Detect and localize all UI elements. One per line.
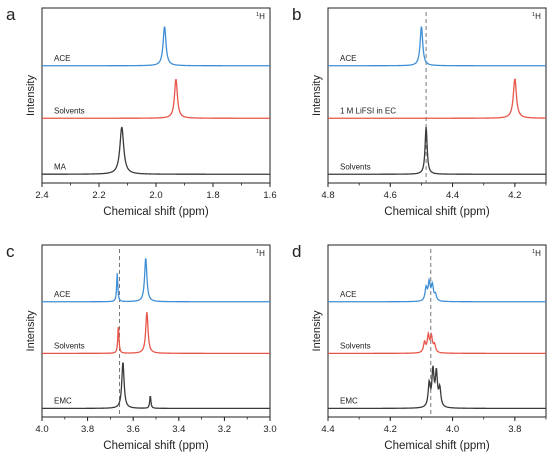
x-tick-label: 4.2 xyxy=(384,424,397,435)
series-label: Solvents xyxy=(340,162,371,171)
series-label: ACE xyxy=(54,54,70,63)
x-tick-label: 3.4 xyxy=(172,424,185,435)
panel-b: b 1H Intensity 4.8 4.6 4.4 4.2 Chemical shift (… xyxy=(292,5,547,218)
nucleus-mass-number: 1 xyxy=(256,12,259,18)
nucleus-label: 1H xyxy=(532,12,541,21)
panel-c: c 1H Intensity 4.0 3.8 3.6 3.4 3.2 3.0 Chemical s… xyxy=(6,242,277,452)
x-axis-label: Chemical shift (ppm) xyxy=(384,440,490,452)
panel-label: a xyxy=(6,5,16,24)
x-axis-label: Chemical shift (ppm) xyxy=(103,440,209,452)
plot-frame xyxy=(327,7,547,184)
series-label: Solvents xyxy=(54,341,85,350)
panel-a: a 1H Intensity 2.4 2.2 2.0 1.8 1.6 Chemical shif… xyxy=(6,5,277,218)
series-label: Solvents xyxy=(340,341,371,350)
spectrum-2 xyxy=(42,362,270,410)
spectrum-0 xyxy=(42,26,270,67)
panel-label: b xyxy=(292,5,301,24)
spectrum-0 xyxy=(328,277,546,303)
x-tick-label: 4.4 xyxy=(321,424,334,435)
series-label: ACE xyxy=(340,54,356,63)
x-tick-label: 4.0 xyxy=(35,424,48,435)
x-tick-label: 4.6 xyxy=(384,190,397,201)
y-axis-label: Intensity xyxy=(311,310,323,351)
series-label: ACE xyxy=(54,290,70,299)
panel-label: d xyxy=(292,242,301,261)
nucleus-symbol: H xyxy=(259,12,265,21)
x-tick-label: 2.4 xyxy=(35,190,48,201)
y-axis-label: Intensity xyxy=(311,75,323,116)
nucleus-mass-number: 1 xyxy=(532,249,535,255)
spectrum-0 xyxy=(328,26,546,67)
spectrum-1 xyxy=(328,78,547,119)
x-tick-label: 3.0 xyxy=(263,424,276,435)
nucleus-symbol: H xyxy=(259,249,265,258)
panel-d: d 1H Intensity 4.4 4.2 4.0 3.8 Chemical shift (… xyxy=(292,242,547,452)
series-label: MA xyxy=(54,162,67,171)
series-label: Solvents xyxy=(54,106,85,115)
spectrum-0 xyxy=(42,258,270,303)
nucleus-mass-number: 1 xyxy=(256,249,259,255)
nucleus-label: 1H xyxy=(256,249,265,258)
nucleus-mass-number: 1 xyxy=(532,12,535,18)
x-tick-label: 4.0 xyxy=(446,424,459,435)
x-tick-label: 4.8 xyxy=(321,190,334,201)
plot-frame xyxy=(327,244,547,418)
x-tick-label: 4.2 xyxy=(508,190,521,201)
plot-frame xyxy=(41,7,271,184)
x-axis-label: Chemical shift (ppm) xyxy=(103,206,209,218)
spectrum-2 xyxy=(42,126,270,175)
series-label: 1 M LiFSI in EC xyxy=(340,106,396,115)
x-tick-label: 2.0 xyxy=(149,190,162,201)
y-axis-label: Intensity xyxy=(25,310,37,351)
x-tick-label: 3.6 xyxy=(127,424,140,435)
spectrum-2 xyxy=(328,126,546,175)
x-tick-label: 3.2 xyxy=(218,424,231,435)
spectrum-2 xyxy=(328,365,546,410)
x-axis-label: Chemical shift (ppm) xyxy=(384,206,490,218)
series-label: ACE xyxy=(340,290,356,299)
series-label: EMC xyxy=(54,396,72,405)
panel-label: c xyxy=(6,242,15,261)
nucleus-symbol: H xyxy=(535,12,541,21)
nucleus-label: 1H xyxy=(532,249,541,258)
x-tick-label: 2.2 xyxy=(92,190,105,201)
plot-frame xyxy=(41,244,271,418)
spectrum-1 xyxy=(42,311,270,354)
nucleus-symbol: H xyxy=(535,249,541,258)
spectrum-1 xyxy=(328,330,546,354)
x-tick-label: 3.8 xyxy=(81,424,94,435)
y-axis-label: Intensity xyxy=(25,75,37,116)
series-label: EMC xyxy=(340,396,358,405)
x-tick-label: 4.4 xyxy=(446,190,459,201)
x-tick-label: 1.8 xyxy=(206,190,219,201)
spectrum-1 xyxy=(42,78,270,119)
x-tick-label: 3.8 xyxy=(508,424,521,435)
nucleus-label: 1H xyxy=(256,12,265,21)
x-tick-label: 1.6 xyxy=(263,190,276,201)
